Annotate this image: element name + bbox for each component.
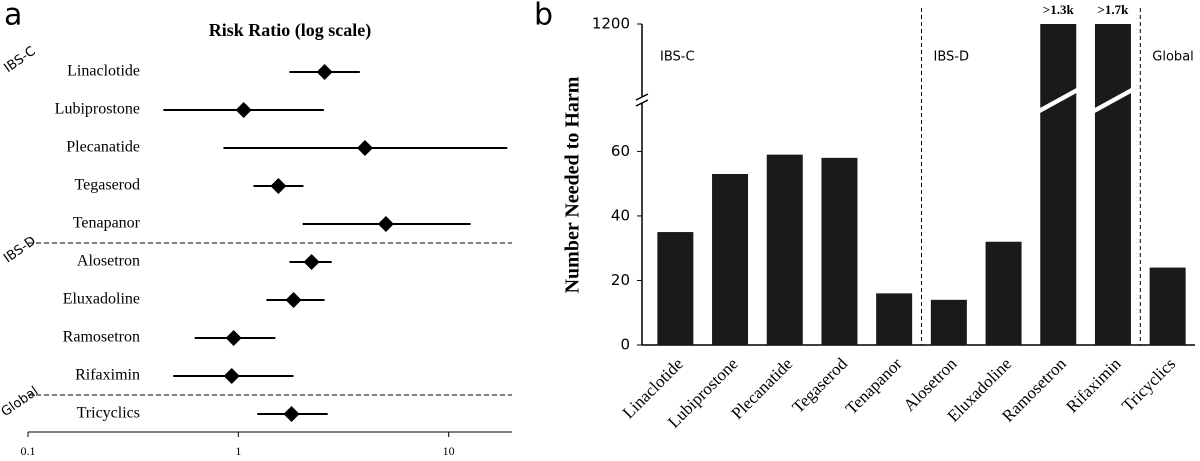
y-tick-label: 40 bbox=[611, 206, 630, 224]
point-estimate bbox=[303, 254, 320, 270]
bar bbox=[766, 154, 803, 345]
x-tick-label: Tricyclics bbox=[1118, 354, 1179, 415]
x-tick-label: 0.1 bbox=[21, 444, 36, 458]
axis-break bbox=[635, 93, 649, 107]
y-axis-label: Number Needed to Harm bbox=[562, 76, 584, 293]
y-tick-label: 20 bbox=[611, 271, 630, 289]
group-label: IBS-D bbox=[934, 50, 969, 65]
category-label: Eluxadoline bbox=[63, 291, 140, 308]
point-estimate bbox=[225, 330, 242, 346]
category-label: Alosetron bbox=[77, 253, 140, 270]
bar bbox=[821, 157, 858, 345]
group-label: Global bbox=[1152, 50, 1193, 65]
point-estimate bbox=[223, 368, 240, 384]
y-tick-label: 1200 bbox=[592, 15, 630, 33]
group-label: IBS-D bbox=[1, 234, 39, 267]
group-label: Global bbox=[0, 384, 41, 420]
panel-label: a bbox=[4, 0, 22, 33]
category-label: Linaclotide bbox=[67, 63, 140, 80]
bar bbox=[1149, 267, 1186, 345]
group-label: IBS-C bbox=[2, 44, 39, 76]
category-label: Ramosetron bbox=[63, 329, 140, 346]
bar bbox=[657, 232, 694, 345]
bar bbox=[1094, 24, 1131, 345]
value-label: >1.7k bbox=[1098, 2, 1130, 17]
panel-label: b bbox=[534, 0, 553, 33]
chart-title: Risk Ratio (log scale) bbox=[209, 20, 371, 41]
point-estimate bbox=[356, 140, 373, 156]
bar bbox=[712, 173, 749, 345]
point-estimate bbox=[235, 102, 252, 118]
point-estimate bbox=[283, 406, 300, 422]
group-label: IBS-C bbox=[660, 50, 695, 65]
panel-a: a Risk Ratio (log scale) 0.1 1 10 IBS-C Lina… bbox=[0, 0, 512, 458]
bar bbox=[985, 241, 1022, 345]
value-label: >1.3k bbox=[1043, 2, 1075, 17]
y-tick-label: 0 bbox=[620, 336, 630, 354]
bar bbox=[876, 293, 913, 345]
x-tick-label: Rifaximin bbox=[1062, 354, 1125, 417]
y-tick-label: 60 bbox=[611, 142, 630, 160]
category-label: Plecanatide bbox=[66, 139, 140, 156]
category-label: Tricyclics bbox=[77, 405, 140, 422]
category-label: Tegaserod bbox=[74, 177, 140, 194]
panel-b: b Number Needed to Harm 0 20 40 60 1200 IBS-C… bbox=[534, 0, 1195, 432]
bar bbox=[1040, 24, 1077, 345]
bars bbox=[657, 24, 1186, 345]
x-tick-label: 1 bbox=[235, 444, 241, 458]
point-estimate bbox=[316, 64, 333, 80]
category-label: Tenapanor bbox=[73, 215, 141, 232]
point-estimate bbox=[377, 216, 394, 232]
bar-break bbox=[1038, 87, 1079, 114]
category-label: Lubiprostone bbox=[55, 101, 140, 118]
x-tick-label: 10 bbox=[443, 444, 455, 458]
bar bbox=[930, 299, 967, 345]
x-tick-label: Tegaserod bbox=[788, 354, 851, 417]
category-label: Rifaximin bbox=[75, 367, 140, 384]
point-estimate bbox=[285, 292, 302, 308]
bar-break bbox=[1092, 87, 1133, 114]
x-tick-label: Tenapanor bbox=[842, 354, 906, 418]
point-estimate bbox=[270, 178, 287, 194]
